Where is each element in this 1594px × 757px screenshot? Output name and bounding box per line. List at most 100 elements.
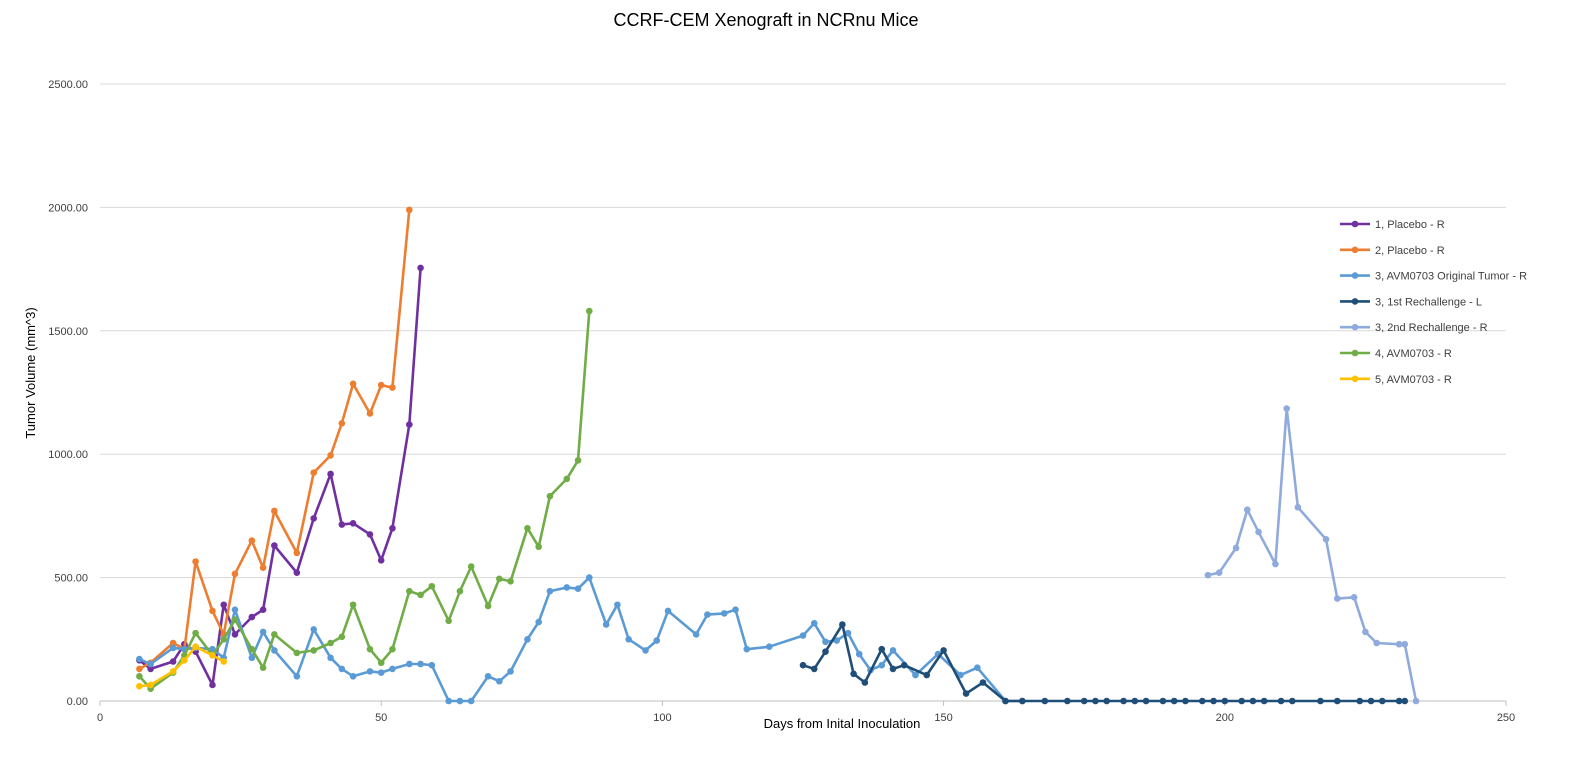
data-point <box>692 631 700 638</box>
data-point <box>467 563 475 570</box>
legend-swatch-marker <box>1351 298 1359 305</box>
data-point <box>1333 697 1341 705</box>
data-point <box>484 673 492 680</box>
data-point <box>1283 405 1290 412</box>
data-point <box>833 637 841 644</box>
data-point <box>1080 697 1088 705</box>
data-point <box>1170 697 1178 705</box>
chart-title: CCRF-CEM Xenograft in NCRnu Mice <box>613 10 918 30</box>
data-point <box>293 673 301 680</box>
data-point <box>169 639 177 647</box>
data-point <box>389 665 396 673</box>
legend-item: 2, Placebo - R <box>1340 245 1445 257</box>
data-point <box>259 664 267 671</box>
data-point <box>428 582 436 590</box>
x-tick-label: 100 <box>653 712 671 724</box>
series-line <box>1206 407 1418 703</box>
data-point <box>496 677 503 685</box>
legend-swatch-marker <box>1351 246 1359 254</box>
data-point <box>377 557 385 564</box>
legend-swatch-marker <box>1351 272 1359 279</box>
data-point <box>209 607 216 615</box>
data-point <box>349 673 357 680</box>
data-point <box>1238 697 1245 705</box>
data-point <box>1412 697 1420 705</box>
legend-swatch-marker <box>1351 323 1359 331</box>
data-point <box>546 492 554 500</box>
data-point <box>524 524 531 532</box>
series-line <box>138 309 591 691</box>
data-point <box>625 636 632 643</box>
data-point <box>377 381 385 389</box>
data-point <box>799 661 807 669</box>
data-point <box>192 643 199 651</box>
data-point <box>231 616 239 623</box>
legend-item: 3, 2nd Rechallenge - R <box>1340 322 1488 334</box>
data-point <box>192 558 199 565</box>
data-point <box>417 591 424 599</box>
data-point <box>366 668 374 675</box>
data-point <box>535 618 542 626</box>
data-point <box>248 537 256 544</box>
data-point <box>209 681 216 689</box>
data-point <box>220 636 228 643</box>
data-point <box>417 660 424 668</box>
legend-swatch-marker <box>1351 220 1359 228</box>
x-tick-label: 200 <box>1216 712 1234 724</box>
data-point <box>1401 640 1409 648</box>
data-point <box>169 668 177 675</box>
data-point <box>192 629 199 637</box>
data-point <box>349 520 357 527</box>
data-point <box>1350 594 1358 601</box>
data-point <box>220 658 228 665</box>
data-point <box>293 649 301 657</box>
legend: 1, Placebo - R 2, Placebo - R 3, AVM0703 O… <box>1340 219 1527 386</box>
data-point <box>574 457 582 464</box>
data-point <box>507 668 514 675</box>
data-point <box>389 645 396 653</box>
data-point <box>366 410 374 417</box>
data-point <box>1288 697 1296 705</box>
data-point <box>1120 697 1127 705</box>
data-point <box>1322 536 1330 543</box>
x-axis-title: Days from Inital Inoculation <box>764 716 921 731</box>
y-tick-label: 2000.00 <box>48 202 88 214</box>
data-point <box>338 420 346 427</box>
data-point <box>248 613 256 621</box>
data-point <box>839 621 846 628</box>
data-point <box>1041 697 1049 705</box>
data-point <box>861 679 869 686</box>
data-point <box>1395 697 1403 705</box>
data-point <box>822 638 829 646</box>
data-point <box>293 549 301 557</box>
data-point <box>181 656 188 664</box>
data-point <box>1215 569 1223 576</box>
data-point <box>1210 697 1217 705</box>
data-point <box>1272 560 1279 568</box>
data-point <box>271 542 278 549</box>
data-point <box>1019 697 1026 705</box>
data-point <box>389 384 396 391</box>
data-point <box>1131 697 1139 705</box>
data-point <box>169 658 177 665</box>
data-point <box>349 601 357 609</box>
data-point <box>642 647 649 654</box>
data-point <box>704 611 711 618</box>
data-point <box>653 637 661 644</box>
data-point <box>574 585 582 593</box>
legend-swatch-marker <box>1351 349 1359 357</box>
data-point <box>546 587 554 595</box>
series-3 <box>136 574 1026 705</box>
data-point <box>147 660 154 668</box>
data-point <box>428 661 436 669</box>
data-point <box>293 569 301 576</box>
data-point <box>136 673 143 680</box>
data-point <box>445 617 452 625</box>
data-point <box>456 697 464 705</box>
legend-label: 4, AVM0703 - R <box>1375 348 1452 360</box>
data-point <box>957 671 964 679</box>
data-point <box>765 643 773 651</box>
legend-item: 1, Placebo - R <box>1340 219 1445 231</box>
data-point <box>136 665 143 673</box>
